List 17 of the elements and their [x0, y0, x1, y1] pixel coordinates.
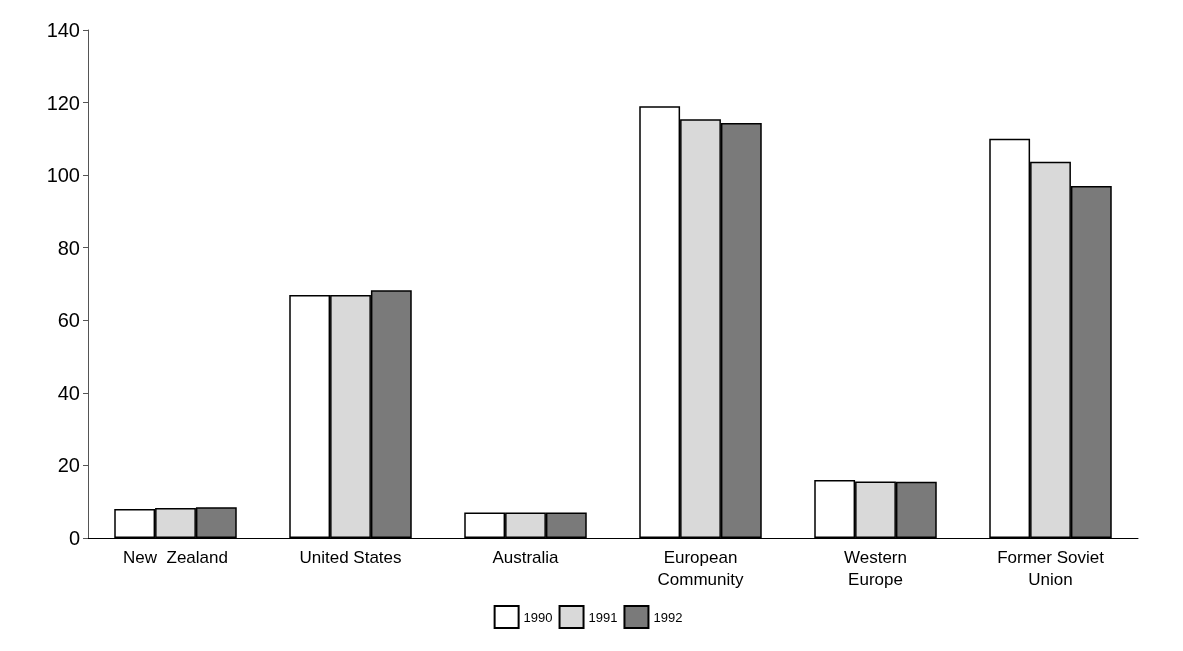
y-tick-label: 60	[57, 309, 80, 332]
x-tick-label: Australia	[492, 547, 560, 567]
y-tick-label: 120	[46, 91, 80, 114]
legend-label: 1992	[653, 609, 683, 625]
y-tick-label: 0	[68, 527, 80, 549]
x-tick-label: United States	[299, 547, 402, 567]
legend-label: 1990	[523, 609, 553, 625]
y-tick-label: 140	[46, 19, 80, 41]
y-tick-label: 40	[57, 381, 80, 404]
legend-label: 1991	[588, 609, 618, 625]
y-tick-label: 80	[57, 236, 80, 259]
x-tick-label: European Community	[657, 547, 744, 589]
x-tick-label: Western Europe	[844, 547, 907, 589]
y-tick-label: 20	[57, 454, 80, 477]
x-tick-label: New Zealand	[123, 547, 228, 567]
y-tick-label: 100	[46, 164, 80, 187]
x-tick-label: Former Soviet Union	[997, 547, 1105, 589]
